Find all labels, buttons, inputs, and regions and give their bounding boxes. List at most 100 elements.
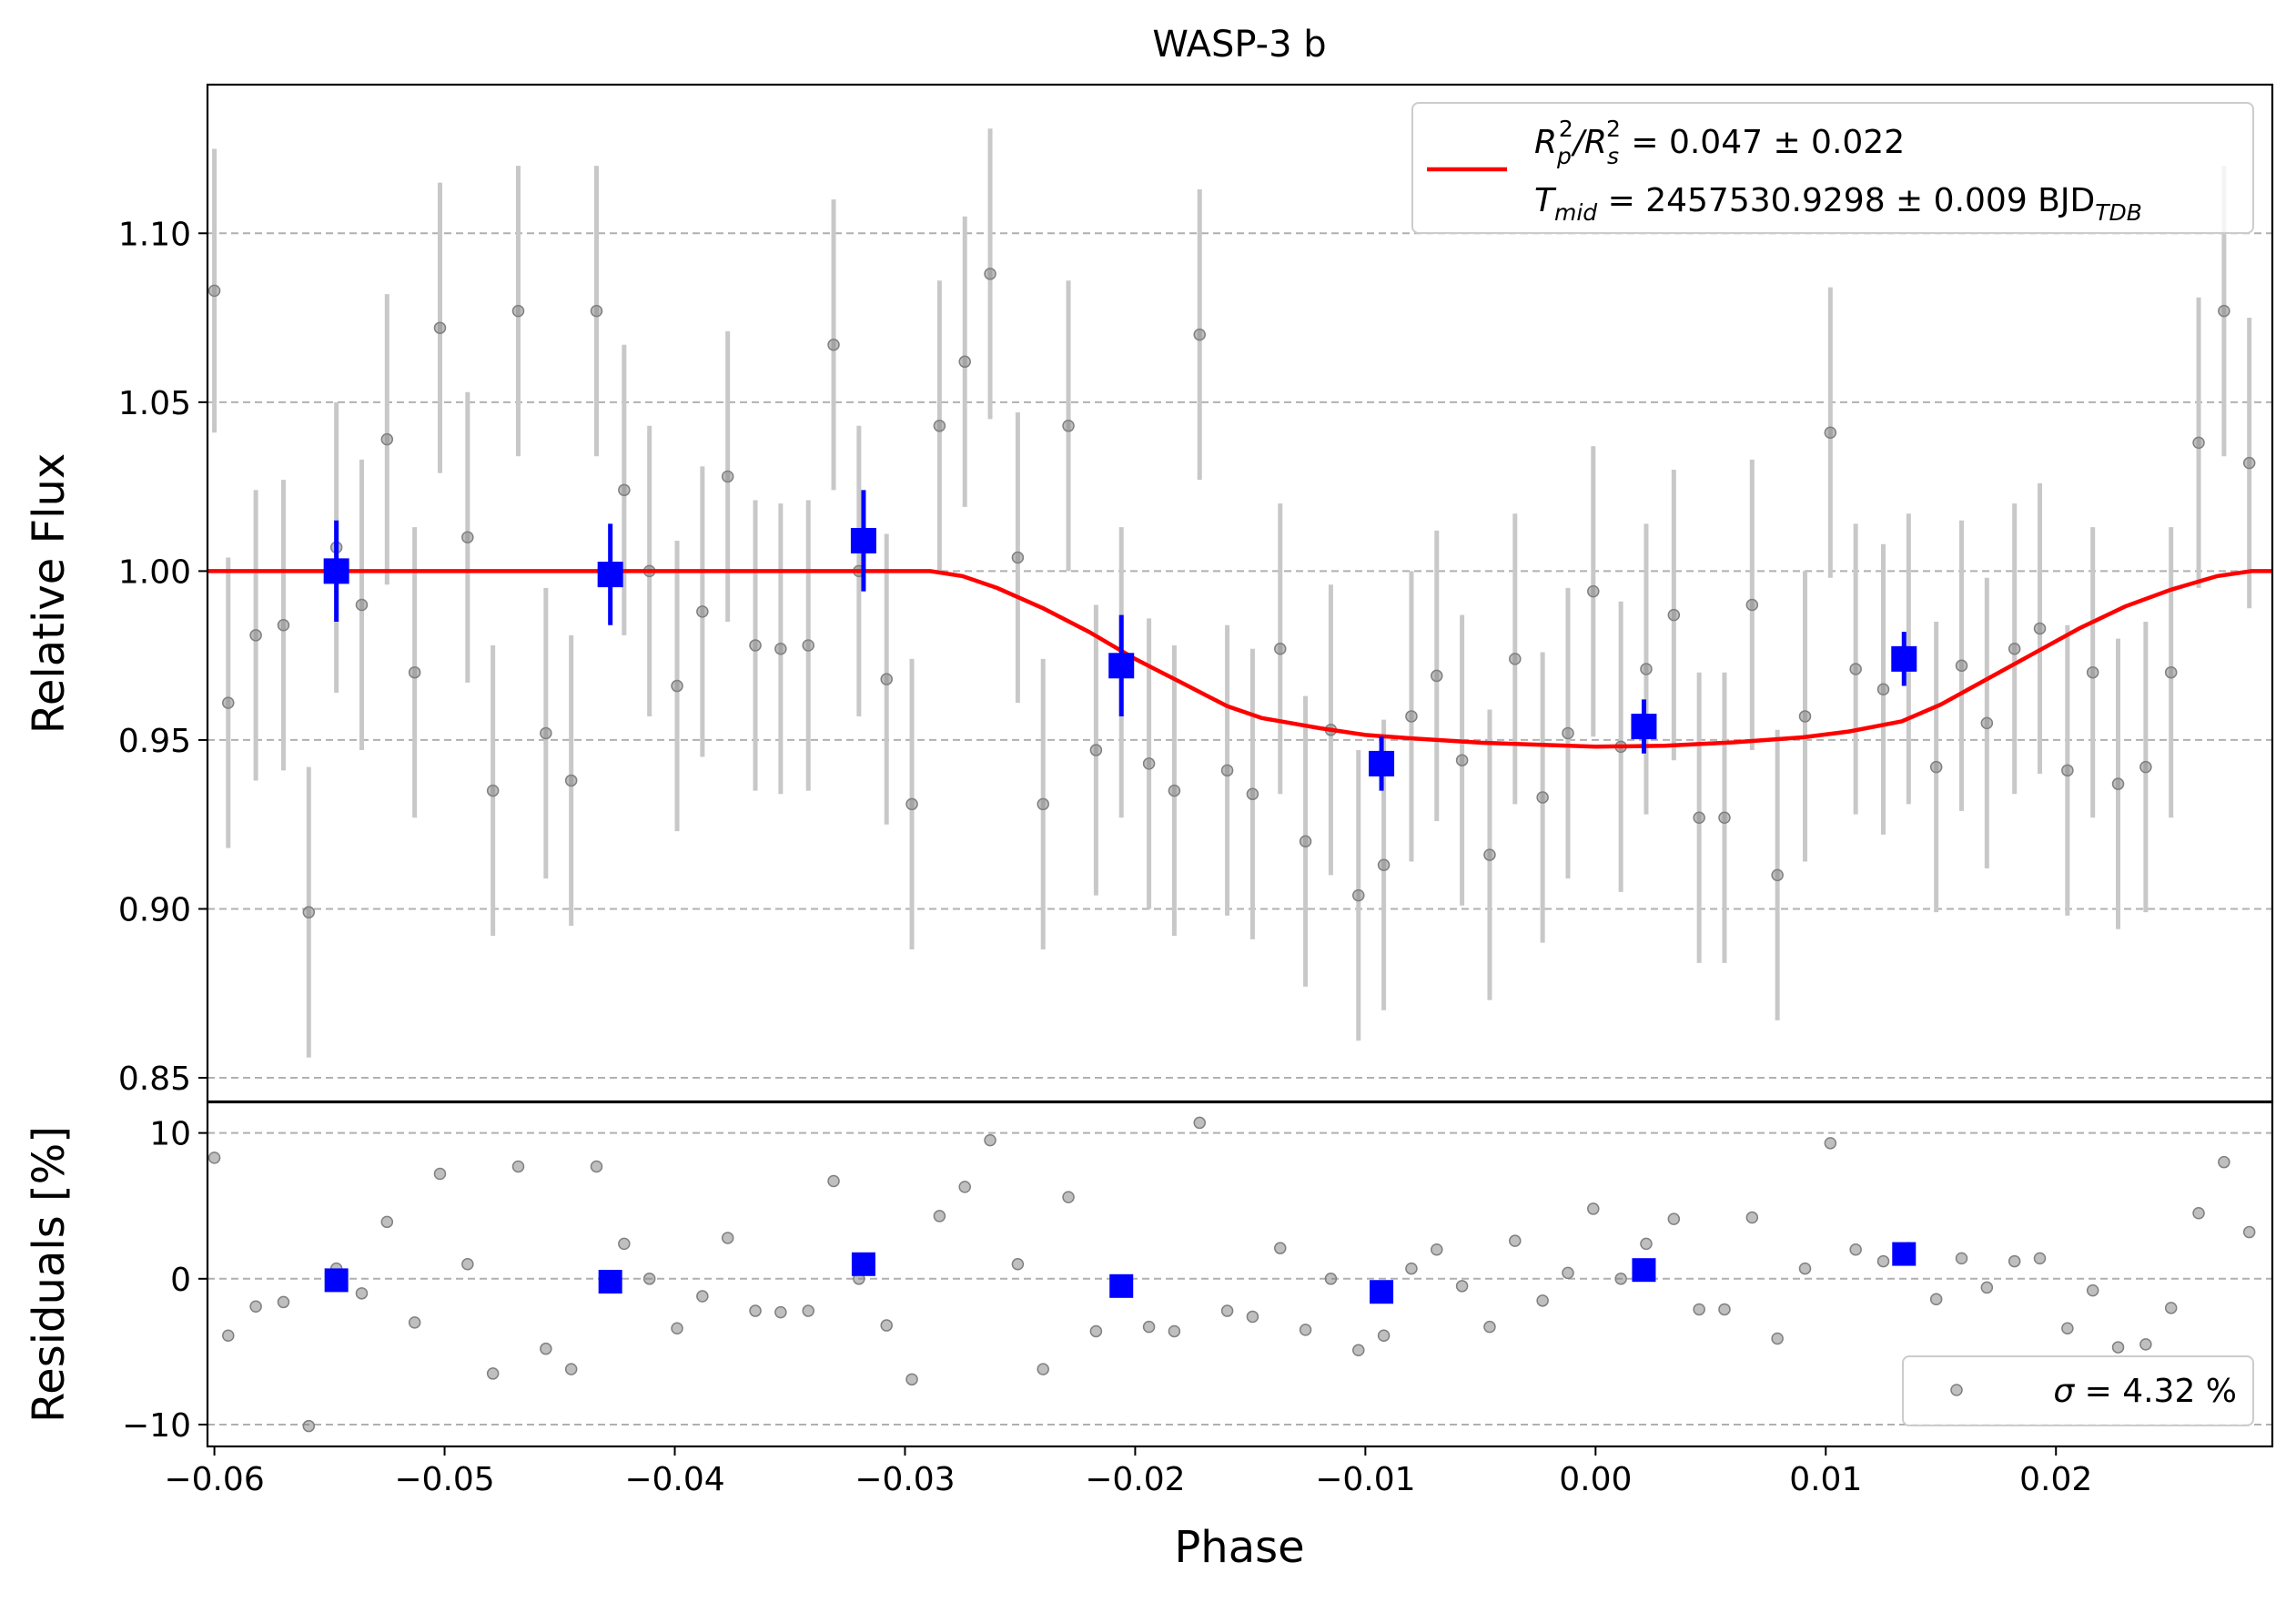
- residual-raw-point: [1377, 1329, 1391, 1343]
- residual-raw-point: [1562, 1266, 1574, 1280]
- residuals-legend: σ = 4.32 %: [1902, 1355, 2254, 1426]
- raw-point: [1929, 760, 1943, 774]
- residuals-y-ticks: −10 0 10: [122, 1116, 207, 1445]
- raw-point: [355, 598, 369, 612]
- legend-depth-text: Rp2/Rs2 = 0.047 ± 0.022: [1534, 116, 1905, 169]
- residual-raw-point: [1455, 1280, 1469, 1293]
- residual-raw-point: [590, 1160, 603, 1173]
- raw-point: [1587, 584, 1600, 598]
- binned-point: [850, 527, 876, 553]
- residual-raw-point: [1352, 1344, 1365, 1357]
- residual-raw-point: [222, 1329, 235, 1343]
- raw-point: [721, 470, 734, 483]
- residual-raw-point: [1220, 1304, 1234, 1317]
- raw-point: [564, 774, 578, 787]
- flux-legend-box: [1411, 102, 2254, 234]
- residuals-panel: −10 0 10 Residuals [%] σ = 4.32 %: [24, 1101, 2274, 1448]
- raw-point: [1246, 787, 1259, 801]
- residual-raw-point: [249, 1300, 262, 1313]
- residuals-y-tick-label: 0: [170, 1262, 191, 1299]
- transit-model-curve: [207, 569, 2272, 749]
- residual-raw-point: [1980, 1281, 1994, 1294]
- raw-point: [1824, 426, 1837, 439]
- raw-point: [933, 420, 946, 432]
- raw-point: [461, 531, 474, 544]
- raw-point: [671, 679, 683, 693]
- flux-y-label: Relative Flux: [24, 453, 75, 735]
- binned-point: [323, 558, 349, 584]
- raw-point: [2008, 642, 2021, 655]
- raw-point: [1718, 811, 1731, 825]
- residual-binned-point: [1892, 1242, 1917, 1266]
- raw-point: [2033, 622, 2047, 635]
- flux-y-tick-label: 0.95: [118, 723, 191, 760]
- residual-raw-point: [1929, 1293, 1943, 1305]
- raw-point: [1062, 420, 1075, 432]
- raw-point: [1640, 663, 1653, 675]
- residual-raw-point: [1246, 1310, 1259, 1324]
- raw-point: [1849, 663, 1862, 675]
- residual-raw-point: [486, 1367, 500, 1380]
- raw-point: [774, 642, 787, 655]
- x-tick-label: −0.03: [855, 1461, 955, 1498]
- raw-point: [1745, 598, 1759, 612]
- residual-raw-point: [433, 1167, 447, 1181]
- residual-raw-point: [1089, 1324, 1103, 1338]
- residual-raw-point: [1324, 1273, 1338, 1285]
- flux-y-tick-label: 0.85: [118, 1060, 191, 1098]
- residual-binned-points: [324, 1242, 1917, 1304]
- residual-raw-point: [880, 1319, 893, 1332]
- raw-point: [1352, 888, 1365, 902]
- raw-point: [1377, 858, 1391, 871]
- raw-point: [1562, 726, 1574, 740]
- residual-raw-point: [2061, 1322, 2074, 1335]
- raw-point: [1536, 791, 1549, 804]
- flux-legend: Rp2/Rs2 = 0.047 ± 0.022 Tmid = 2457530.9…: [1411, 102, 2254, 234]
- residual-raw-point: [2111, 1341, 2125, 1354]
- binned-point: [1369, 750, 1395, 776]
- binned-point: [1108, 653, 1135, 679]
- raw-point: [2139, 760, 2152, 774]
- residuals-panel-frame: [206, 1101, 2274, 1448]
- raw-point: [277, 619, 290, 632]
- residual-binned-point: [1632, 1258, 1656, 1283]
- residual-binned-point: [1370, 1280, 1394, 1304]
- raw-point: [696, 605, 709, 618]
- raw-point: [2086, 665, 2099, 679]
- residual-raw-point: [2033, 1252, 2047, 1265]
- residual-raw-point: [2139, 1338, 2152, 1351]
- residual-raw-point: [958, 1181, 971, 1193]
- raw-point: [880, 673, 893, 685]
- residual-raw-point: [380, 1215, 394, 1229]
- binned-point: [1631, 714, 1657, 740]
- residual-raw-point: [1745, 1211, 1759, 1224]
- residual-raw-point: [642, 1273, 656, 1285]
- raw-point: [207, 284, 221, 298]
- residual-raw-point: [1483, 1320, 1496, 1334]
- residual-raw-point: [2164, 1302, 2178, 1314]
- raw-point: [2164, 665, 2178, 679]
- legend-residual-marker: [1950, 1384, 1963, 1396]
- residuals-y-label: Residuals [%]: [24, 1126, 75, 1423]
- raw-point: [408, 665, 421, 679]
- raw-point: [1142, 757, 1156, 770]
- chart-title: WASP-3 b: [1152, 24, 1326, 66]
- raw-points: [207, 268, 2256, 918]
- raw-point: [827, 338, 840, 351]
- raw-point: [1771, 868, 1784, 882]
- raw-point: [1980, 716, 1994, 730]
- raw-point: [433, 321, 447, 334]
- residual-raw-point: [1876, 1254, 1890, 1268]
- raw-point: [1455, 754, 1469, 766]
- residual-raw-point: [618, 1237, 631, 1251]
- x-tick-label: −0.02: [1085, 1461, 1185, 1498]
- residual-raw-point: [1037, 1363, 1049, 1375]
- residual-raw-point: [1168, 1324, 1181, 1338]
- residual-raw-point: [1614, 1273, 1627, 1285]
- residual-raw-point: [1849, 1243, 1862, 1256]
- raw-point: [1798, 710, 1812, 723]
- raw-point: [2242, 456, 2256, 470]
- raw-point: [1431, 669, 1443, 683]
- residual-binned-point: [851, 1252, 875, 1276]
- raw-point: [2218, 304, 2230, 318]
